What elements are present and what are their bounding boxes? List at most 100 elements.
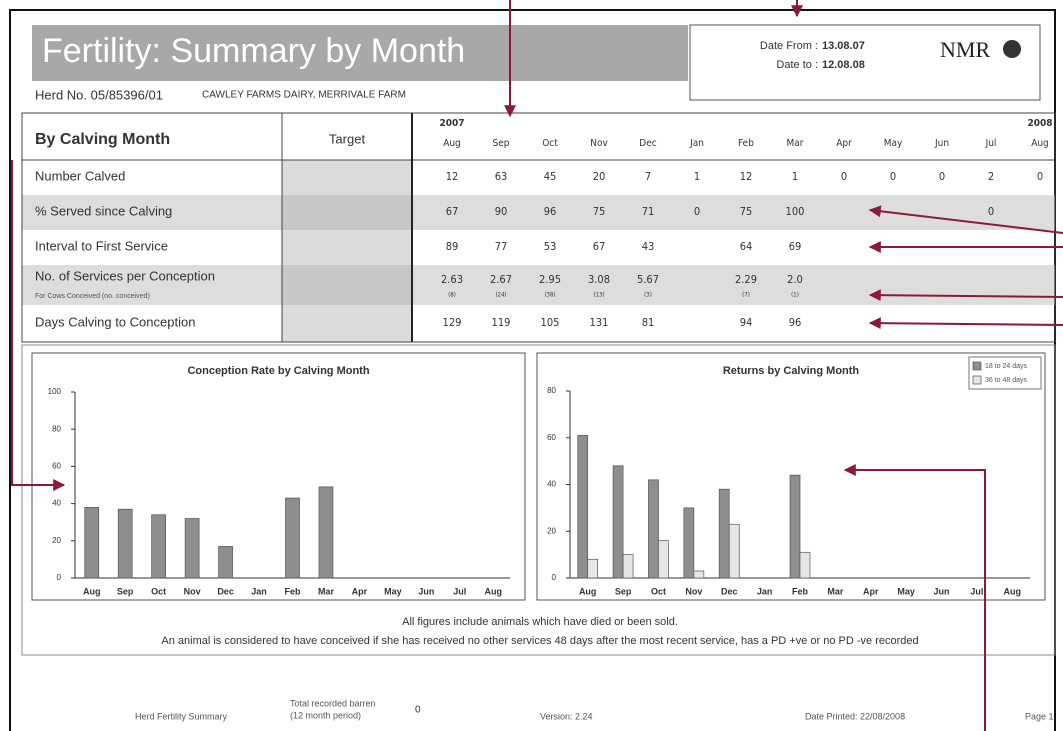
bar — [718, 488, 730, 579]
x-tick-label: Aug — [579, 586, 597, 596]
target-column — [282, 160, 412, 342]
bar — [218, 546, 233, 579]
bar — [693, 570, 705, 579]
table-cell: 45 — [544, 170, 557, 183]
table-cell: 20 — [593, 170, 606, 183]
legend-label: 36 to 48 days — [985, 377, 1028, 384]
x-tick-label: Apr — [863, 586, 879, 596]
table-cell: 0 — [988, 205, 994, 218]
title-band — [32, 25, 688, 81]
table-cell: 77 — [495, 240, 508, 253]
x-tick-label: Apr — [352, 586, 368, 596]
y-tick-label: 40 — [547, 480, 556, 489]
table-cell: 67 — [593, 240, 606, 253]
x-tick-label: Oct — [651, 586, 666, 596]
table-cell: 43 — [642, 240, 655, 253]
y-tick-label: 60 — [547, 433, 556, 442]
bar — [683, 507, 695, 579]
table-title: By Calving Month — [35, 131, 170, 148]
y-tick-label: 0 — [552, 573, 557, 582]
farm-name: CAWLEY FARMS DAIRY, MERRIVALE FARM — [202, 90, 406, 101]
table-cell: 2.67 — [490, 273, 512, 286]
table-cell: 0 — [890, 170, 896, 183]
table-cell: 12 — [740, 170, 753, 183]
table-count: (24) — [495, 292, 506, 299]
table-cell: 131 — [590, 316, 609, 329]
table-cell: 7 — [645, 170, 651, 183]
table-cell: 1 — [694, 170, 700, 183]
table-count: (7) — [742, 292, 750, 299]
table-cell: 2.63 — [441, 273, 463, 286]
row-label: No. of Services per Conception — [35, 268, 215, 283]
table-cell: 100 — [786, 205, 805, 218]
chart-title: Returns by Calving Month — [723, 365, 860, 377]
table-count: (3) — [644, 292, 652, 299]
row-band — [22, 265, 1055, 305]
x-tick-label: Dec — [217, 586, 234, 596]
table-count: (38) — [544, 292, 555, 299]
y-tick-label: 0 — [57, 573, 62, 582]
footer-report: Herd Fertility Summary — [135, 711, 228, 721]
table-cell: 3.08 — [588, 273, 610, 286]
bar — [622, 554, 634, 579]
year-label: 2008 — [1027, 118, 1052, 129]
table-cell: 0 — [1037, 170, 1043, 183]
date-to-label: Date to : — [776, 59, 818, 71]
bar — [285, 497, 300, 579]
logo-icon — [1003, 40, 1021, 58]
y-tick-label: 80 — [52, 424, 61, 433]
table-cell: 119 — [492, 316, 511, 329]
table-count: (8) — [448, 292, 456, 299]
month-header: Feb — [738, 138, 754, 149]
table-count: (13) — [593, 292, 604, 299]
month-header: Jun — [934, 138, 949, 149]
row-label: Days Calving to Conception — [35, 314, 195, 329]
table-border — [21, 112, 1056, 343]
bar — [789, 474, 801, 579]
target-cell — [282, 265, 412, 305]
table-cell: 96 — [544, 205, 557, 218]
x-tick-label: May — [384, 586, 402, 596]
y-tick-label: 80 — [547, 386, 556, 395]
table-cell: 53 — [544, 240, 557, 253]
bar — [728, 523, 740, 579]
y-tick-label: 100 — [48, 387, 62, 396]
month-header: Sep — [493, 138, 510, 149]
bar — [318, 486, 334, 579]
y-tick-label: 40 — [52, 499, 61, 508]
month-header: Dec — [639, 138, 656, 149]
month-header: Mar — [787, 138, 804, 149]
bar — [658, 540, 669, 579]
table-cell: 2.95 — [539, 273, 561, 286]
table-cell: 129 — [443, 316, 462, 329]
date-from: 13.08.07 — [822, 40, 865, 52]
logo: NMR — [940, 37, 990, 62]
table-cell: 2 — [988, 170, 994, 183]
legend-label: 18 to 24 days — [985, 363, 1028, 370]
row-band — [22, 195, 1055, 230]
y-tick-label: 60 — [52, 462, 61, 471]
month-header: Jan — [689, 138, 704, 149]
x-tick-label: Aug — [83, 586, 101, 596]
table-cell: 94 — [740, 316, 753, 329]
y-tick-label: 20 — [52, 536, 61, 545]
table-cell: 0 — [841, 170, 847, 183]
table-count: (1) — [791, 292, 799, 299]
legend-swatch — [972, 375, 982, 385]
bar — [648, 479, 659, 579]
x-tick-label: Nov — [685, 586, 702, 596]
x-tick-label: Feb — [284, 586, 301, 596]
x-tick-label: Mar — [318, 586, 335, 596]
x-tick-label: Dec — [721, 586, 738, 596]
table-cell: 71 — [642, 205, 655, 218]
footer-barren-label: Total recorded barren — [290, 698, 376, 708]
month-header: May — [884, 138, 903, 149]
table-cell: 96 — [789, 316, 802, 329]
month-header: Apr — [836, 138, 852, 149]
table-cell: 75 — [593, 205, 606, 218]
table-cell: 0 — [939, 170, 945, 183]
x-tick-label: May — [897, 586, 915, 596]
table-cell: 81 — [642, 316, 655, 329]
table-cell: 1 — [792, 170, 798, 183]
bar — [799, 551, 811, 579]
